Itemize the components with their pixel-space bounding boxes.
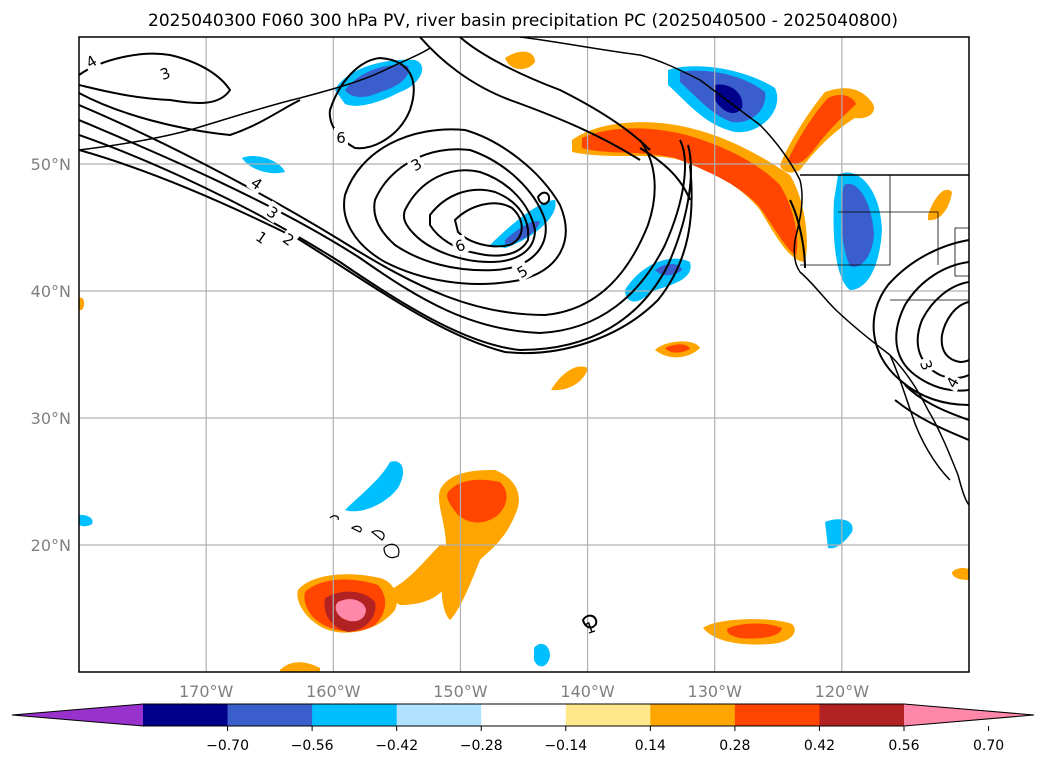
lat-tick-label-3: 20°N xyxy=(31,536,71,555)
colorbar-segment-0 xyxy=(143,704,228,726)
longitude-tick-labels: 170°W 160°W 150°W 140°W 130°W 120°W xyxy=(179,682,869,701)
colorbar-extend-low xyxy=(12,704,143,726)
colorbar-segment-2 xyxy=(312,704,397,726)
colorbar-tick-label-5: 0.14 xyxy=(635,738,666,754)
colorbar-tick-label-6: 0.28 xyxy=(719,738,750,754)
colorbar-segment-1 xyxy=(228,704,313,726)
lat-tick-label-0: 50°N xyxy=(31,155,71,174)
colorbar-tick-label-0: −0.70 xyxy=(206,738,249,754)
colorbar-segment-6 xyxy=(650,704,735,726)
lon-tick-label-3: 140°W xyxy=(560,682,615,701)
colorbar-segment-4 xyxy=(481,704,566,726)
lon-tick-label-5: 120°W xyxy=(815,682,870,701)
colorbar-segment-3 xyxy=(397,704,482,726)
colorbar-tick-labels: −0.70 −0.56 −0.42 −0.28 −0.14 0.14 0.28 0.42 0.5… xyxy=(206,726,1004,754)
colorbar-tick-label-2: −0.42 xyxy=(375,738,418,754)
latitude-tick-labels: 50°N 40°N 30°N 20°N xyxy=(31,155,71,555)
map-panel: 4 3 6 3 4 3 2 1 6 5 3 4 1 xyxy=(79,37,969,672)
chart-title: 2025040300 F060 300 hPa PV, river basin … xyxy=(148,11,898,31)
colorbar-tick-label-1: −0.56 xyxy=(291,738,334,754)
lon-tick-label-4: 130°W xyxy=(688,682,743,701)
colorbar-segment-5 xyxy=(566,704,651,726)
colorbar xyxy=(12,704,1034,726)
lat-tick-label-2: 30°N xyxy=(31,409,71,428)
colorbar-tick-label-8: 0.56 xyxy=(888,738,919,754)
colorbar-tick-label-3: −0.28 xyxy=(460,738,503,754)
colorbar-tick-label-9: 0.70 xyxy=(973,738,1004,754)
lon-tick-label-0: 170°W xyxy=(179,682,234,701)
lon-tick-label-1: 160°W xyxy=(306,682,361,701)
colorbar-segment-7 xyxy=(735,704,820,726)
pv-label-3: 6 xyxy=(336,129,346,147)
colorbar-tick-label-4: −0.14 xyxy=(544,738,587,754)
lon-tick-label-2: 150°W xyxy=(433,682,488,701)
colorbar-tick-label-7: 0.42 xyxy=(804,738,835,754)
lat-tick-label-1: 40°N xyxy=(31,282,71,301)
colorbar-extend-high xyxy=(904,704,1034,726)
colorbar-segment-8 xyxy=(819,704,904,726)
